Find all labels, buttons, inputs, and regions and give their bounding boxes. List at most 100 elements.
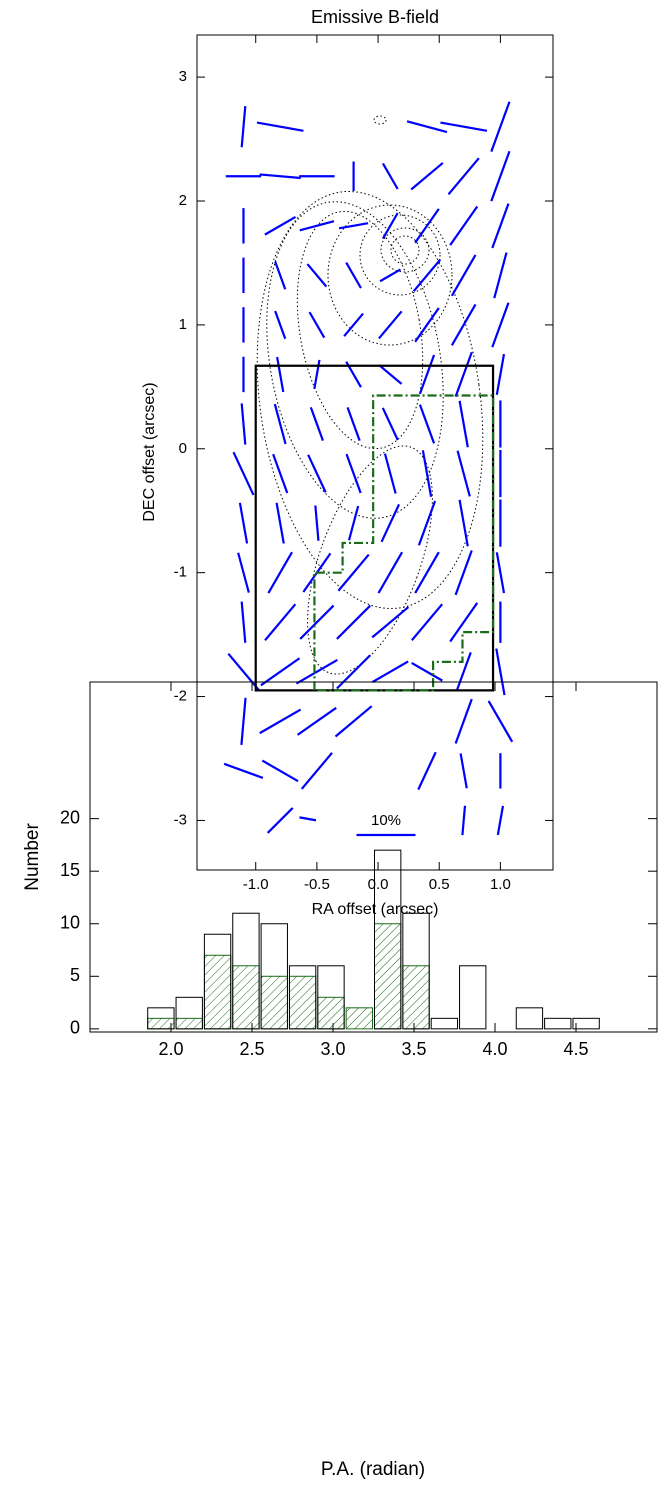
- polarization-vector: [259, 708, 302, 735]
- polarization-vector: [450, 254, 477, 297]
- polarization-vector: [274, 310, 287, 340]
- polarization-vector: [313, 359, 321, 390]
- polarization-vector: [414, 208, 440, 244]
- polarization-vector: [345, 262, 362, 289]
- polarization-vector: [417, 500, 437, 546]
- bar: [317, 965, 345, 1030]
- polarization-vector: [314, 505, 320, 541]
- polarization-vector: [410, 162, 444, 191]
- polarization-vector: [261, 759, 299, 783]
- x-tick-label: 3.0: [320, 1039, 345, 1059]
- polarization-vector: [346, 406, 361, 442]
- polarization-vector: [300, 752, 333, 790]
- polarization-vector: [418, 404, 436, 444]
- polarization-vector: [260, 657, 301, 687]
- polarization-vector: [410, 603, 444, 642]
- polarization-vector: [458, 499, 469, 547]
- bar: [175, 996, 203, 1030]
- y-axis-label: DEC offset (arcsec): [141, 382, 158, 521]
- intensity-contours: [256, 115, 484, 675]
- polarization-vector: [275, 502, 285, 544]
- polarization-vector: [454, 550, 473, 596]
- polarization-vector: [417, 751, 437, 791]
- polarization-vector: [299, 604, 335, 640]
- bar: [288, 965, 317, 1030]
- polarization-vector: [491, 302, 510, 348]
- polarization-vector: [495, 552, 506, 594]
- bar: [544, 1017, 572, 1030]
- hatched-bar: [232, 965, 260, 1030]
- hatched-bar: [203, 954, 232, 1030]
- polarization-vector: [377, 551, 404, 594]
- polarization-vector: [299, 220, 335, 232]
- polarization-vector: [295, 659, 338, 685]
- polarization-vector: [440, 121, 488, 132]
- region-outline: [254, 364, 495, 692]
- polarization-vector: [449, 602, 479, 643]
- bar: [402, 912, 430, 1030]
- bar: [232, 912, 260, 1030]
- polarization-vector: [414, 307, 440, 343]
- polarization-vector: [371, 660, 409, 684]
- polarization-vector: [264, 215, 297, 236]
- y-tick-label: 3: [179, 68, 187, 85]
- polarization-vector: [306, 263, 328, 288]
- plot-frame: [196, 34, 554, 871]
- vectors: [223, 101, 514, 836]
- polarization-vector: [272, 453, 289, 494]
- polarization-vector: [336, 604, 372, 640]
- polarization-vector: [238, 502, 249, 544]
- polarization-vector: [379, 268, 402, 283]
- polarization-vector: [378, 310, 403, 340]
- y-tick-label: -2: [174, 688, 187, 705]
- x-tick-label: 2.5: [239, 1039, 264, 1059]
- polarization-vector: [493, 252, 508, 299]
- polarization-vector: [259, 173, 301, 180]
- bar: [374, 849, 402, 1030]
- polarization-vector: [296, 706, 337, 736]
- polarization-vector: [276, 356, 285, 393]
- polarization-vector: [411, 661, 443, 682]
- bar: [459, 965, 487, 1030]
- scale-bar-label: 10%: [371, 812, 401, 829]
- bar: [572, 1017, 600, 1030]
- polarization-vector: [450, 303, 477, 346]
- polarization-vector: [414, 551, 440, 594]
- hatched-bar: [288, 975, 317, 1030]
- y-tick-label: 5: [70, 965, 80, 985]
- polarization-vector: [381, 407, 399, 441]
- polarization-vector: [383, 453, 397, 494]
- polarization-vector: [264, 603, 297, 642]
- y-tick-label: 20: [60, 807, 80, 827]
- polarization-vector: [458, 400, 469, 448]
- polarization-vector: [309, 406, 324, 442]
- polarization-vector: [308, 311, 326, 339]
- bar: [147, 1007, 175, 1030]
- y-tick-label: 1: [179, 316, 187, 333]
- y-tick-label: 15: [60, 860, 80, 880]
- polarization-vector: [378, 364, 403, 385]
- polarization-vector: [307, 454, 327, 493]
- polarization-vector: [232, 451, 255, 496]
- polarization-vector: [347, 505, 360, 541]
- x-tick-label: 0.0: [368, 876, 389, 893]
- region-outline: [313, 394, 495, 692]
- hatched-bar: [260, 975, 288, 1030]
- polarization-vector: [406, 120, 448, 134]
- hatched-bar: [374, 923, 402, 1030]
- polarization-vector: [345, 453, 362, 494]
- hatched-bar: [147, 1017, 175, 1030]
- y-tick-label: 2: [179, 192, 187, 209]
- polarization-vector: [381, 212, 399, 240]
- hatched-bar: [175, 1017, 203, 1030]
- x-tick-label: 2.0: [158, 1039, 183, 1059]
- polarization-vector: [240, 697, 247, 745]
- polarization-vector: [256, 121, 304, 132]
- polarization-vector: [240, 106, 247, 148]
- polarization-vector: [240, 601, 247, 643]
- polarization-vector: [496, 805, 505, 836]
- polarization-vector: [237, 552, 250, 593]
- polarization-vector: [495, 648, 506, 696]
- chart-title: Emissive B-field: [311, 7, 439, 27]
- polarization-vector: [334, 705, 373, 738]
